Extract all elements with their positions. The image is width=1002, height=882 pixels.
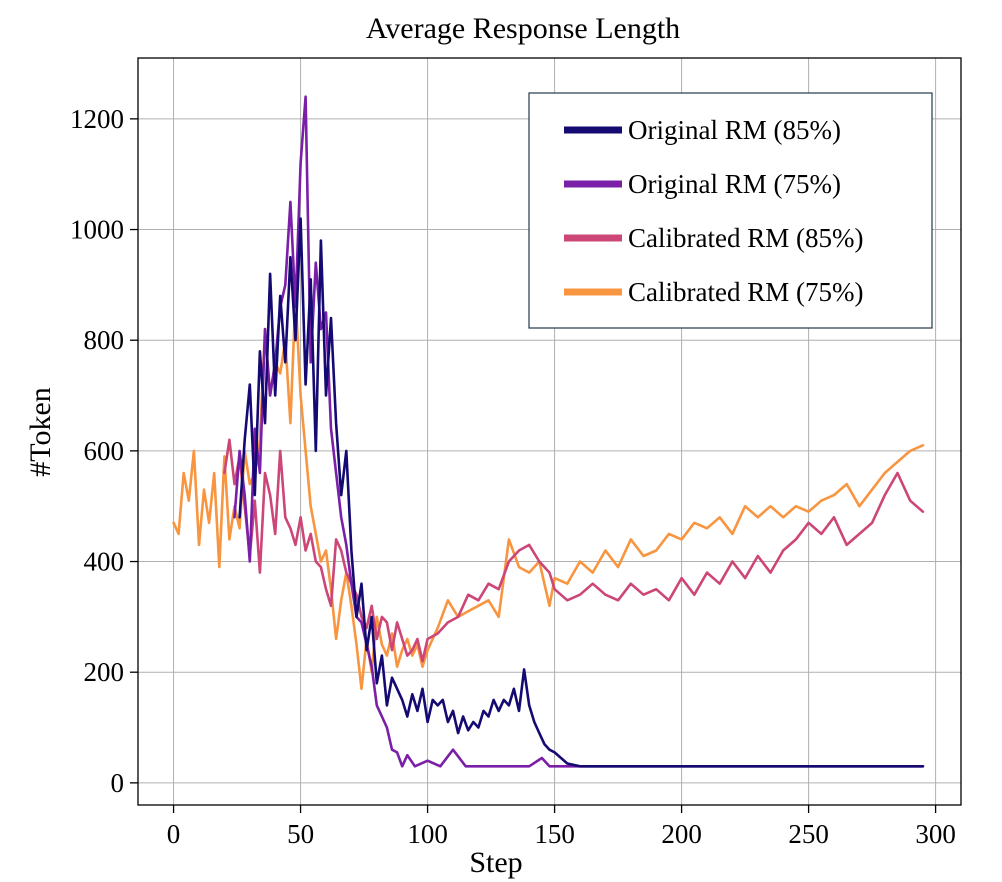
series-line-calibrated-rm-85: [223, 438, 925, 663]
y-tick-label: 1000: [70, 215, 124, 245]
series-line-calibrated-rm-75: [172, 294, 925, 691]
legend-label: Original RM (85%): [628, 115, 841, 145]
y-axis-label: #Token: [24, 387, 57, 477]
legend: Original RM (85%) Original RM (75%) Calibr…: [528, 92, 933, 329]
series-line-original-rm-85: [238, 217, 925, 768]
legend-label: Original RM (75%): [628, 169, 841, 199]
plot-frame: [137, 57, 962, 806]
y-axis: 0 200 400 600 800 1000 1200: [70, 104, 138, 798]
x-tick-label: 100: [407, 819, 448, 849]
x-axis-label: Step: [469, 846, 522, 879]
x-tick-label: 300: [915, 819, 956, 849]
x-tick-label: 0: [167, 819, 181, 849]
y-tick-label: 600: [84, 436, 125, 466]
x-tick-label: 250: [788, 819, 829, 849]
legend-label: Calibrated RM (75%): [628, 277, 863, 307]
series-layer: [172, 95, 925, 768]
y-tick-label: 400: [84, 547, 125, 577]
y-tick-label: 200: [84, 657, 125, 687]
y-tick-label: 0: [111, 768, 125, 798]
x-tick-label: 200: [661, 819, 702, 849]
x-tick-label: 50: [287, 819, 314, 849]
y-tick-label: 1200: [70, 104, 124, 134]
legend-label: Calibrated RM (85%): [628, 223, 863, 253]
chart-title: Average Response Length: [366, 12, 680, 45]
x-axis: 0 50 100 150 200 250 300: [167, 805, 956, 849]
y-tick-label: 800: [84, 325, 125, 355]
x-tick-label: 150: [534, 819, 575, 849]
